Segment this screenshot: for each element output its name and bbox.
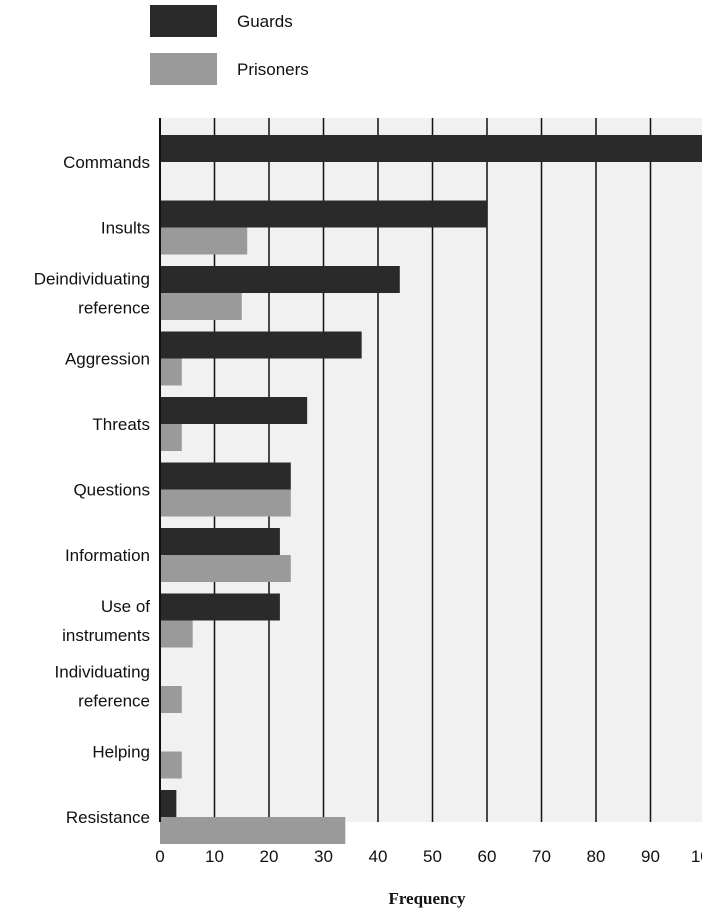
bar-guards [160,462,291,490]
category-label: instruments [62,626,150,645]
category-label: Deindividuating [34,270,150,289]
category-label: Resistance [66,808,150,827]
legend-label-prisoners: Prisoners [237,60,309,79]
bar-prisoners [160,686,182,713]
bar-prisoners [160,424,182,451]
bar-prisoners [160,358,182,386]
bar-prisoners [160,817,346,844]
bar-prisoners [160,555,291,582]
bar-guards [160,593,280,621]
bar-guards [160,266,400,293]
x-tick-label: 0 [155,847,164,866]
x-tick-label: 20 [260,847,279,866]
legend-swatch-prisoners [150,53,217,85]
x-tick-label: 50 [423,847,442,866]
x-tick-label: 30 [314,847,333,866]
x-tick-label: 10 [205,847,224,866]
x-tick-label: 100 [691,847,702,866]
x-tick-label: 60 [478,847,497,866]
category-label: Commands [63,153,150,172]
x-tick-label: 80 [587,847,606,866]
x-axis: 0102030405060708090100110 [155,847,702,866]
bar-prisoners [160,751,182,779]
bar-guards [160,790,177,817]
category-label: Questions [73,481,150,500]
x-axis-label: Frequency [388,889,466,908]
legend-swatch-guards [150,5,217,37]
category-label: Insults [101,219,150,238]
category-label: Helping [92,743,150,762]
bar-guards [160,331,362,359]
category-label: reference [78,692,150,711]
x-tick-label: 70 [532,847,551,866]
x-tick-label: 40 [369,847,388,866]
category-label: Information [65,546,150,565]
category-label: Use of [101,597,150,616]
bar-guards [160,397,308,424]
bar-prisoners [160,620,193,648]
bar-prisoners [160,489,291,517]
legend-label-guards: Guards [237,12,293,31]
bar-prisoners [160,227,248,255]
legend: Guards Prisoners [150,5,309,85]
category-label: Individuating [55,663,150,682]
bar-prisoners [160,293,242,320]
bar-guards [160,528,280,555]
x-tick-label: 90 [641,847,660,866]
bar-guards [160,200,487,228]
category-label: Aggression [65,350,150,369]
bar-guards [160,135,702,162]
category-label: Threats [92,415,150,434]
y-axis: Commands Insults Deindividuating reference A… [34,118,161,827]
category-label: reference [78,299,150,318]
plot-area [160,118,702,844]
